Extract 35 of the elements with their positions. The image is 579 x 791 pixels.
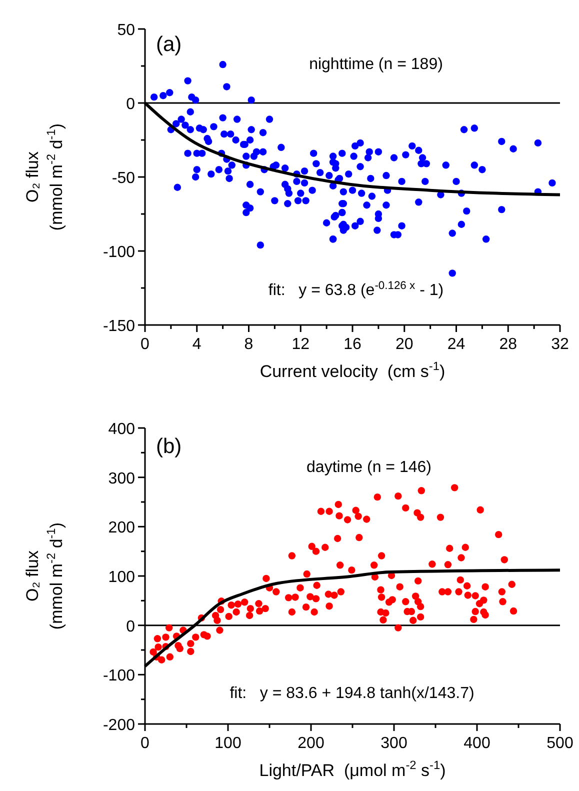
x-tick-label: 28: [499, 336, 518, 353]
x-tick-label: 24: [447, 336, 466, 353]
x-tick-label: 12: [292, 336, 310, 353]
x-tick-label: 0: [140, 336, 150, 353]
x-tick-label: 200: [298, 735, 324, 752]
y-tick-label: 200: [108, 520, 136, 537]
y-tick-label: -50: [112, 170, 136, 187]
x-tick-label: 32: [551, 336, 569, 353]
y-tick-label: 50: [117, 22, 136, 39]
annotation: daytime (n = 146): [306, 459, 432, 476]
x-tick-label: 4: [192, 336, 202, 353]
x-tick-label: 400: [464, 735, 490, 752]
y-tick-label: 300: [108, 470, 136, 488]
y-tick-label: -150: [102, 318, 136, 335]
x-tick-label: 300: [380, 735, 408, 752]
x-tick-label: 8: [244, 336, 254, 353]
y-tick-label: -100: [102, 244, 136, 261]
y-tick-label: 400: [108, 421, 136, 438]
annotation: (a): [156, 33, 182, 56]
x-tick-label: 500: [546, 735, 574, 752]
y-tick-label: 0: [126, 618, 136, 636]
x-axis-title: Light/PAR (μmol m$^{-2}$ s$^{-1}$): [259, 758, 446, 780]
x-tick-label: 20: [395, 336, 414, 353]
annotation: fit: y = 83.6 + 194.8 tanh(x/143.7): [230, 685, 474, 702]
annotation: (b): [156, 435, 182, 458]
x-tick-label: 16: [344, 336, 362, 353]
y-tick-label: -200: [102, 717, 136, 734]
y-tick-label: -100: [102, 668, 136, 685]
x-tick-label: 100: [214, 735, 242, 752]
annotation: fit: y = 63.8 (e$^{-0.126 x}$ - 1): [268, 280, 444, 299]
annotation: nighttime (n = 189): [309, 56, 443, 73]
x-axis-title: Current velocity (cm s$^{-1}$): [260, 359, 446, 381]
y-tick-label: 0: [126, 96, 136, 113]
x-tick-label: 0: [140, 735, 150, 752]
y-tick-label: 100: [108, 569, 136, 586]
